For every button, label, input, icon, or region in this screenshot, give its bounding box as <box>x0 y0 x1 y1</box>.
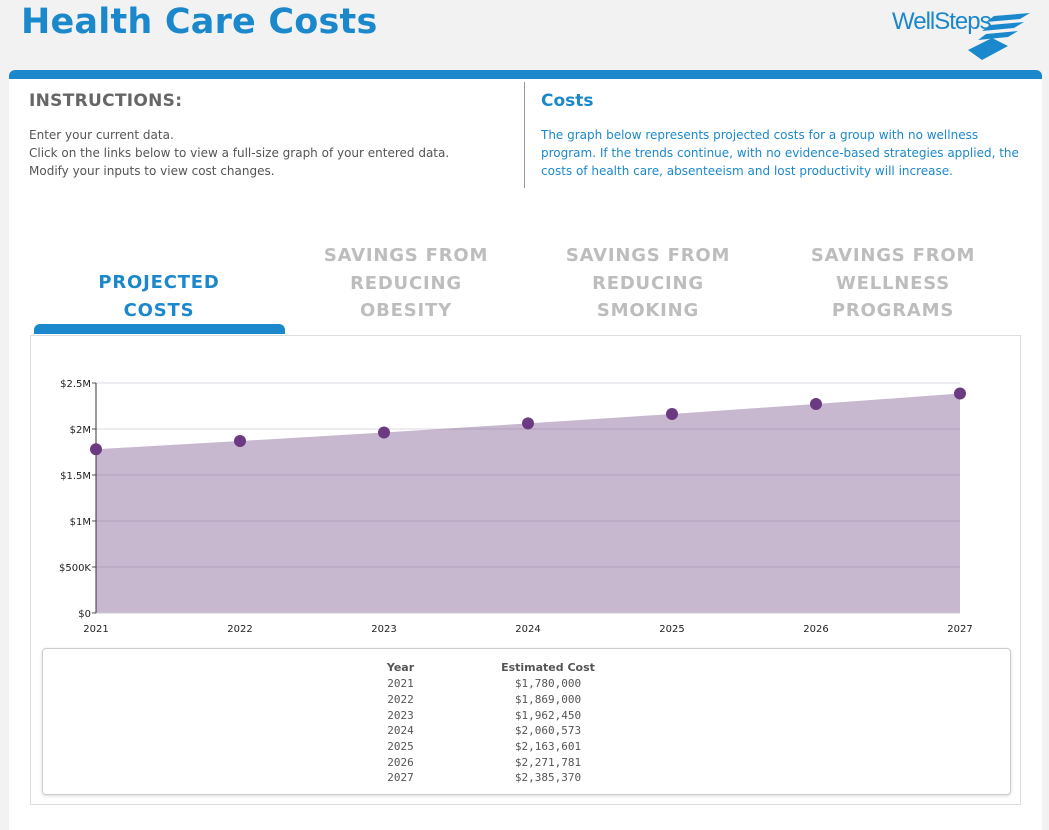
table-row: 2022 $1,869,000 <box>343 692 638 708</box>
data-point <box>234 435 246 448</box>
logo-steps-icon <box>968 13 1030 60</box>
cost-cell: $2,271,781 <box>514 755 582 769</box>
section-divider <box>524 82 525 188</box>
instruction-line: Modify your inputs to view cost changes. <box>29 164 275 178</box>
x-tick-label: 2024 <box>515 624 540 635</box>
costs-heading: Costs <box>541 91 594 111</box>
table-row: 2025 $2,163,601 <box>343 739 638 755</box>
y-tick-label: $1.5M <box>60 471 91 482</box>
wellsteps-logo[interactable]: WellSteps <box>890 6 1035 62</box>
year-cell: 2024 <box>387 724 414 738</box>
cost-cell: $2,163,601 <box>514 740 582 754</box>
table-row: 2026 $2,271,781 <box>343 754 638 770</box>
logo-text: WellSteps <box>892 8 992 35</box>
data-point <box>378 426 390 439</box>
costs-section: Costs The graph below represents project… <box>541 91 1031 180</box>
y-tick-label: $0 <box>78 609 91 620</box>
table-header-cost: Estimated Cost <box>501 661 595 674</box>
data-point <box>90 443 102 456</box>
instructions-section: INSTRUCTIONS: Enter your current data. C… <box>29 91 509 180</box>
tab-savings-wellness[interactable]: SAVINGS FROM WELLNESS PROGRAMS <box>810 245 976 321</box>
table-row: 2027 $2,385,370 <box>343 770 638 786</box>
x-tick-label: 2021 <box>83 624 108 635</box>
data-point <box>810 397 822 410</box>
year-cell: 2022 <box>387 693 414 707</box>
x-tick-label: 2026 <box>803 624 828 635</box>
cost-cell: $1,869,000 <box>514 693 582 707</box>
instruction-line: Enter your current data. <box>29 128 174 142</box>
cost-cell: $1,962,450 <box>514 708 582 722</box>
chart-container: $0 $500K $1M $1.5M $2M $2.5M 2021 2022 2023 2024 2… <box>30 335 1021 805</box>
table-row: 2021 $1,780,000 <box>343 676 638 692</box>
header: Health Care Costs WellSteps <box>0 0 1049 70</box>
y-tick-label: $2.5M <box>60 379 91 390</box>
table-row: 2023 $1,962,450 <box>343 707 638 723</box>
table-row: 2024 $2,060,573 <box>343 723 638 739</box>
year-cell: 2021 <box>387 677 414 691</box>
cost-cell: $2,385,370 <box>514 771 582 785</box>
year-cell: 2026 <box>387 755 414 769</box>
tab-savings-obesity[interactable]: SAVINGS FROM REDUCING OBESITY <box>323 245 489 321</box>
data-table-box: Year Estimated Cost 2021 $1,780,000 2022 $… <box>42 648 1011 795</box>
active-tab-indicator <box>34 324 285 334</box>
data-point <box>522 417 534 430</box>
projected-costs-chart: $0 $500K $1M $1.5M $2M $2.5M 2021 2022 2023 2024 2… <box>59 379 973 635</box>
year-cell: 2025 <box>387 740 414 754</box>
x-tick-label: 2025 <box>659 624 684 635</box>
table-header-year: Year <box>386 661 415 674</box>
data-point <box>666 407 678 420</box>
tab-projected-costs[interactable]: PROJECTED COSTS <box>98 272 220 321</box>
cost-cell: $1,780,000 <box>514 677 582 691</box>
x-tick-label: 2023 <box>371 624 396 635</box>
y-tick-label: $500K <box>59 563 91 574</box>
area-series <box>96 393 960 613</box>
costs-description: The graph below represents projected cos… <box>541 128 1019 178</box>
instructions-heading: INSTRUCTIONS: <box>29 91 183 111</box>
main-panel: INSTRUCTIONS: Enter your current data. C… <box>9 70 1042 830</box>
x-tick-label: 2022 <box>227 624 252 635</box>
year-cell: 2023 <box>387 708 414 722</box>
instruction-line: Click on the links below to view a full-… <box>29 146 450 160</box>
cost-cell: $2,060,573 <box>514 724 582 738</box>
data-point <box>954 387 966 400</box>
y-tick-label: $1M <box>70 517 91 528</box>
y-tick-label: $2M <box>70 425 91 436</box>
tab-savings-smoking[interactable]: SAVINGS FROM REDUCING SMOKING <box>565 245 731 321</box>
cost-table: Year Estimated Cost 2021 $1,780,000 2022 $… <box>343 659 638 786</box>
x-tick-label: 2027 <box>947 624 972 635</box>
year-cell: 2027 <box>387 771 414 785</box>
page-title: Health Care Costs <box>21 2 378 42</box>
